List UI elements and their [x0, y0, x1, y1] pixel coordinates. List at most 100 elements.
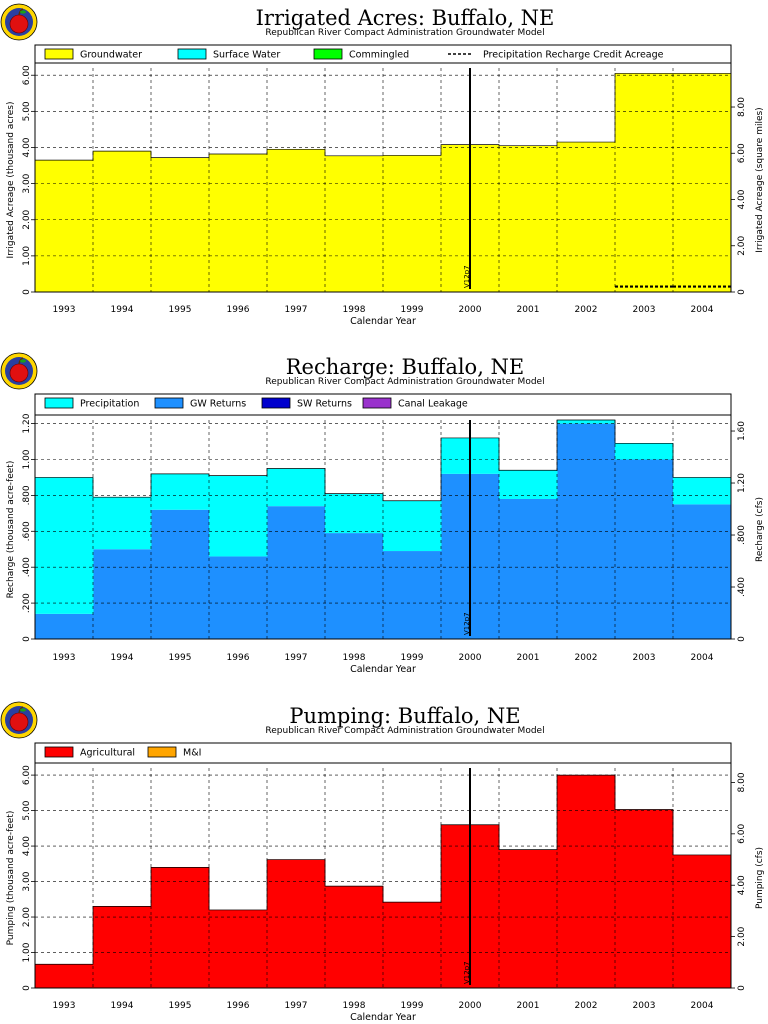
- y-right-tick-label: 1.20: [737, 473, 747, 493]
- legend-label-2: SW Returns: [297, 399, 352, 410]
- x-tick-2004: 2004: [691, 653, 714, 663]
- bar-gw-returns-2003: [615, 459, 674, 639]
- x-tick-1998: 1998: [343, 1001, 366, 1011]
- legend-label-0: Agricultural: [80, 748, 135, 759]
- y-right-tick-label: 2.00: [737, 235, 747, 255]
- y-right-tick-label: 0: [737, 636, 747, 642]
- y-right-tick-label: 6.00: [737, 143, 747, 163]
- bar-groundwater-2003: [615, 73, 674, 292]
- chart-subtitle: Republican River Compact Administration …: [265, 726, 544, 736]
- legend-label-3: Precipitation Recharge Credit Acreage: [483, 50, 664, 61]
- bar-groundwater-1997: [267, 149, 326, 292]
- legend-label-3: Canal Leakage: [398, 399, 468, 410]
- x-tick-2001: 2001: [517, 1001, 540, 1011]
- apple-stem: [18, 706, 24, 714]
- bar-agricultural-1996: [209, 909, 268, 988]
- y-right-axis-label: Irrigated Acreage (square miles): [755, 107, 765, 252]
- bar-gw-returns-1994: [93, 549, 152, 639]
- y-tick-label: 1.00: [22, 449, 32, 469]
- y-right-tick-label: .800: [737, 525, 747, 545]
- bar-gw-returns-1999: [383, 551, 442, 639]
- x-tick-1995: 1995: [169, 305, 192, 315]
- x-tick-2002: 2002: [575, 1001, 598, 1011]
- bar-precipitation-1997: [267, 468, 326, 507]
- legend-swatch-0: [44, 397, 74, 409]
- x-tick-1993: 1993: [53, 305, 76, 315]
- bar-precipitation-1998: [325, 493, 384, 534]
- legend-label-1: Surface Water: [213, 50, 280, 61]
- y-right-tick-label: 6.00: [737, 824, 747, 844]
- legend-swatch-0: [44, 48, 74, 60]
- x-axis-label: Calendar Year: [350, 1012, 416, 1023]
- y-tick-label: 6.00: [22, 765, 32, 785]
- y-tick-label: 1.20: [22, 413, 32, 433]
- apple-logo-1: [0, 3, 38, 41]
- bar-groundwater-1995: [151, 157, 210, 292]
- legend-swatch-2: [261, 397, 291, 409]
- y-right-tick-label: 4.00: [737, 189, 747, 209]
- y-tick-label: 3.00: [22, 871, 32, 891]
- legend-swatch-1: [177, 48, 207, 60]
- y-tick-label: .600: [22, 521, 32, 541]
- x-tick-1995: 1995: [169, 1001, 192, 1011]
- y-tick-label: 4.00: [22, 137, 32, 157]
- chart-title: Recharge: Buffalo, NE: [286, 355, 525, 379]
- legend-swatch-3: [362, 397, 392, 409]
- apple-stem: [18, 357, 24, 365]
- x-tick-2001: 2001: [517, 305, 540, 315]
- bar-groundwater-1996: [209, 153, 268, 292]
- bar-precipitation-1993: [35, 477, 94, 614]
- apple-body: [9, 363, 29, 383]
- bar-agricultural-1997: [267, 859, 326, 988]
- apple-logo-2: [0, 352, 38, 390]
- bar-gw-returns-1996: [209, 556, 268, 639]
- x-tick-2003: 2003: [633, 1001, 656, 1011]
- apple-leaf: [20, 708, 26, 712]
- y-tick-label: 5.00: [22, 800, 32, 820]
- x-tick-1996: 1996: [227, 1001, 250, 1011]
- y-right-tick-label: 8.00: [737, 97, 747, 117]
- bar-precipitation-2001: [499, 470, 558, 499]
- y-tick-label: 1.00: [22, 246, 32, 266]
- x-tick-2004: 2004: [691, 1001, 714, 1011]
- y-axis-label: Recharge (thousand acre-feet): [6, 461, 16, 599]
- stack-outline: [35, 419, 731, 502]
- bar-precipitation-1994: [93, 497, 152, 550]
- bar-gw-returns-2001: [499, 498, 558, 639]
- x-tick-1993: 1993: [53, 1001, 76, 1011]
- bar-gw-returns-1998: [325, 533, 384, 639]
- legend-swatch-1: [154, 397, 184, 409]
- bar-precipitation-1995: [151, 473, 210, 510]
- x-tick-1999: 1999: [401, 653, 424, 663]
- apple-body: [9, 14, 29, 34]
- apple-body: [9, 712, 29, 732]
- bar-agricultural-1994: [93, 906, 152, 988]
- y-tick-label: 1.00: [22, 942, 32, 962]
- bar-gw-returns-1995: [151, 509, 210, 639]
- y-tick-label: 0: [22, 636, 32, 642]
- y-right-tick-label: 8.00: [737, 772, 747, 792]
- bar-gw-returns-1997: [267, 506, 326, 639]
- version-marker-label: V12p7: [463, 612, 471, 635]
- x-tick-1994: 1994: [111, 1001, 134, 1011]
- x-tick-2000: 2000: [459, 1001, 482, 1011]
- y-axis-label: Pumping (thousand acre-feet): [6, 811, 16, 946]
- x-tick-2003: 2003: [633, 653, 656, 663]
- chart-title: Irrigated Acres: Buffalo, NE: [256, 6, 555, 30]
- legend-label-1: M&I: [183, 748, 201, 759]
- version-marker-label: V12p7: [463, 265, 471, 288]
- apple-logo-3: [0, 701, 38, 739]
- legend-label-1: GW Returns: [190, 399, 246, 410]
- y-right-axis-label: Pumping (cfs): [755, 847, 765, 909]
- bar-agricultural-1993: [35, 964, 94, 988]
- bar-groundwater-1998: [325, 155, 384, 292]
- x-tick-2002: 2002: [575, 653, 598, 663]
- x-tick-1998: 1998: [343, 305, 366, 315]
- bar-gw-returns-1993: [35, 613, 94, 639]
- chart-subtitle: Republican River Compact Administration …: [265, 377, 544, 387]
- y-tick-label: 2.00: [22, 907, 32, 927]
- y-right-tick-label: 1.60: [737, 421, 747, 441]
